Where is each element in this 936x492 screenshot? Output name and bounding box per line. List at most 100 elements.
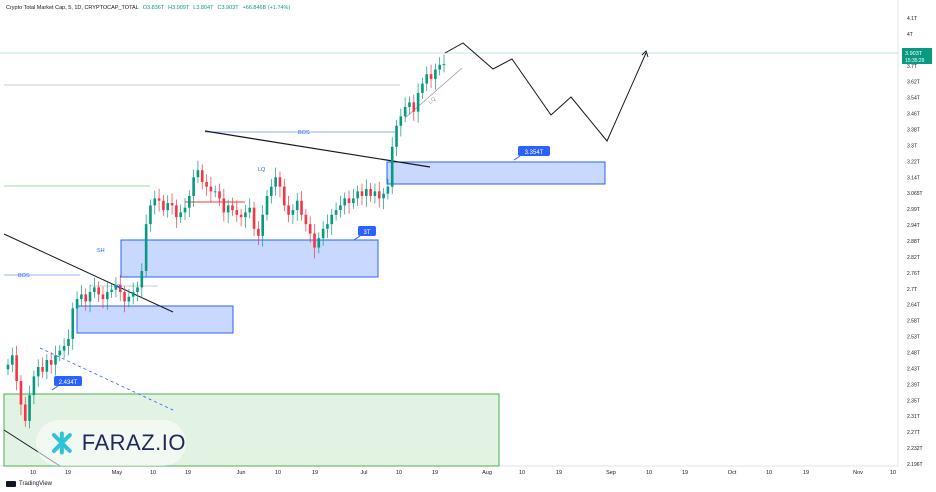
x-tick-label: 10: [519, 470, 525, 476]
candle-body: [71, 308, 75, 339]
candle-body: [239, 214, 243, 218]
candle-body: [429, 74, 433, 79]
candle-body: [105, 292, 109, 300]
bos-top-label: BOS: [298, 130, 310, 136]
candle-body: [300, 200, 303, 215]
candle-body: [352, 198, 355, 204]
low-value: L3.804T: [193, 5, 214, 11]
candle-body: [326, 224, 329, 229]
y-tick-label: 2.88T: [907, 239, 920, 245]
candle-body: [369, 188, 372, 197]
candle-body: [49, 359, 53, 365]
candle-body: [114, 285, 118, 290]
candle-body: [6, 364, 10, 370]
svg-text:2.434T: 2.434T: [59, 380, 78, 386]
symbol-label: Crypto Total Market Cap, 5, 1D, CRYPTOCA…: [6, 5, 139, 11]
candle-body: [226, 205, 230, 213]
chart-header: Crypto Total Market Cap, 5, 1D, CRYPTOCA…: [6, 5, 290, 11]
candle-body: [257, 228, 260, 236]
candle-body: [438, 64, 441, 70]
candle-body: [153, 198, 157, 206]
candle-body: [205, 181, 208, 187]
candle-body: [140, 270, 144, 288]
x-tick-label: May: [112, 470, 123, 476]
candle-body: [84, 294, 88, 302]
candle-body: [270, 186, 273, 197]
candle-body: [32, 376, 36, 396]
candle-body: [347, 198, 351, 204]
candle-body: [425, 74, 429, 84]
candle-body: [101, 294, 105, 300]
candle-body: [265, 196, 269, 215]
candle-body: [166, 203, 170, 211]
zone-tag-2434: 2.434T: [51, 376, 82, 391]
candle-body: [308, 224, 312, 234]
candle-body: [157, 198, 161, 201]
candle-body: [23, 404, 27, 421]
open-value: O3.836T: [142, 5, 165, 11]
candle-body: [295, 200, 299, 211]
candle-body: [403, 107, 407, 117]
y-tick-label: 3.3T: [907, 143, 917, 149]
candle-body: [88, 292, 92, 302]
y-tick-label: 3.38T: [907, 128, 920, 134]
y-tick-label: 2.99T: [907, 207, 920, 213]
x-axis[interactable]: 10 19 May 10 19 Jun 10 19 Jul 10 19 Aug 10 19 Sep 10 19 O…: [30, 470, 896, 476]
close-value: C3.903T: [217, 5, 239, 11]
blue-zone-3354: [386, 161, 606, 185]
candle-body: [110, 289, 113, 293]
x-tick-label: 10: [30, 470, 36, 476]
candle-body: [97, 287, 100, 295]
svg-text:15:35:29: 15:35:29: [905, 58, 925, 64]
tradingview-brand[interactable]: TradingView: [6, 481, 52, 487]
y-tick-label: 2.48T: [907, 351, 920, 357]
candle-body: [291, 210, 295, 215]
y-tick-label: 2.35T: [907, 398, 920, 404]
candle-body: [364, 188, 368, 197]
x-tick-label: 19: [312, 470, 318, 476]
candle-body: [162, 200, 165, 211]
y-tick-label: 2.53T: [907, 335, 920, 341]
x-tick-label: 19: [432, 470, 438, 476]
candle-body: [386, 186, 390, 194]
candle-body: [41, 367, 44, 372]
blue-zone-3t: [120, 239, 379, 278]
candle-body: [45, 359, 49, 372]
candle-body: [36, 367, 40, 377]
x-tick-label: 10: [890, 470, 896, 476]
y-tick-label: 4T: [907, 32, 913, 38]
candle-body: [252, 207, 256, 229]
y-tick-label: 2.39T: [907, 382, 920, 388]
candle-body: [209, 186, 213, 192]
candle-body: [123, 292, 126, 302]
zone-tag-3354: 3.354T: [513, 146, 550, 161]
candle-body: [179, 212, 182, 218]
x-tick-label: 19: [556, 470, 562, 476]
lq-left-label: LQ: [114, 284, 122, 290]
candle-body: [80, 294, 83, 300]
candle-body: [274, 177, 277, 187]
y-tick-label: 3.065T: [907, 191, 923, 197]
candle-body: [218, 191, 221, 199]
bos-left-label: BOS: [18, 273, 30, 279]
svg-text:3.903T: 3.903T: [905, 51, 923, 57]
faraz-logo-text: FARAZ.IO: [81, 430, 186, 455]
candle-body: [136, 287, 139, 293]
svg-text:3T: 3T: [363, 230, 370, 236]
y-axis[interactable]: 4.1T4T3.8T3.7T3.62T3.54T3.46T3.38T3.3T3.…: [907, 16, 923, 468]
candle-body: [93, 287, 96, 293]
x-tick-label: Jun: [237, 470, 246, 476]
candle-body: [395, 125, 398, 147]
candle-body: [287, 205, 290, 215]
candle-body: [149, 205, 152, 225]
x-tick-label: 10: [396, 470, 402, 476]
y-tick-label: 2.196T: [907, 462, 923, 468]
candle-body: [144, 224, 148, 271]
current-price-tag: 3.903T 15:35:29: [902, 48, 932, 64]
candle-body: [339, 205, 342, 211]
candle-body: [321, 228, 325, 239]
x-tick-label: Sep: [606, 470, 616, 476]
candle-body: [412, 102, 416, 112]
candle-body: [434, 69, 437, 79]
